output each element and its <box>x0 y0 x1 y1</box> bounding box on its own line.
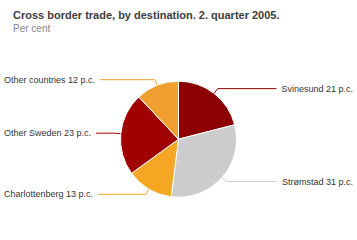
svg-text:Per cent: Per cent <box>13 23 50 34</box>
svg-text:Other countries 12 p.c.: Other countries 12 p.c. <box>4 75 95 85</box>
svg-text:Other Sweden 23 p.c.: Other Sweden 23 p.c. <box>4 128 91 138</box>
svg-text:Svinesund 21 p.c.: Svinesund 21 p.c. <box>281 84 353 94</box>
svg-text:Charlottenberg 13 p.c.: Charlottenberg 13 p.c. <box>4 189 93 199</box>
svg-text:Strømstad 31 p.c.: Strømstad 31 p.c. <box>282 177 353 187</box>
svg-text:Cross border trade, by destina: Cross border trade, by destination. 2. q… <box>13 9 280 21</box>
